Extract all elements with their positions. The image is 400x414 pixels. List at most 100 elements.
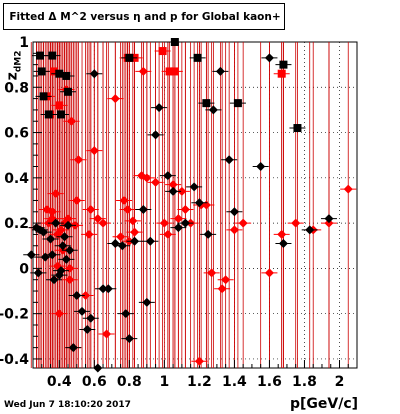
data-point-diamond [84, 229, 94, 239]
y-tick-label: 0.6 [4, 126, 29, 142]
x-tick-label: 1.8 [292, 374, 317, 390]
data-point-diamond [163, 229, 173, 239]
x-tick-label: 1.6 [257, 374, 282, 390]
data-point-diamond [49, 275, 59, 285]
data-point-diamond [229, 225, 239, 235]
y-tick-label: 1 [19, 35, 29, 51]
x-tick-label: 0.6 [82, 374, 107, 390]
data-point-diamond [208, 105, 218, 115]
data-point-square [39, 92, 48, 101]
data-point-square [64, 87, 73, 96]
data-point-diamond [238, 218, 248, 228]
data-point-square [57, 110, 66, 119]
data-point-square [125, 53, 134, 62]
data-point-diamond [180, 218, 190, 228]
data-point-diamond [77, 306, 87, 316]
data-point-square [50, 67, 59, 76]
data-point-square [233, 99, 242, 108]
data-point-diamond [130, 227, 140, 237]
data-point-square [44, 110, 53, 119]
x-tick-label: 0.8 [117, 374, 142, 390]
x-tick-label: 1 [159, 374, 169, 390]
data-point-diamond [154, 103, 164, 113]
data-point-square [170, 38, 179, 46]
data-point-diamond [305, 225, 315, 235]
data-point-diamond [180, 205, 190, 215]
data-point-diamond [168, 186, 178, 196]
data-point-diamond [26, 250, 36, 260]
data-point-diamond [81, 291, 91, 301]
data-point-diamond [119, 195, 129, 205]
data-point-diamond [56, 266, 66, 276]
data-point-square [279, 60, 288, 69]
data-point-diamond [229, 207, 239, 217]
data-point-diamond [194, 356, 204, 366]
x-tick-label: 1.4 [222, 374, 247, 390]
data-point-square [170, 67, 179, 76]
data-point-diamond [89, 146, 99, 156]
data-point-diamond [264, 268, 274, 278]
data-point-diamond [116, 232, 126, 242]
data-point-diamond [82, 325, 92, 335]
data-point-diamond [63, 220, 73, 230]
timestamp: Wed Jun 7 18:10:20 2017 [4, 400, 131, 410]
y-tick-label: 0 [19, 261, 29, 277]
y-tick-label: 0.2 [4, 216, 29, 232]
data-point-square [36, 51, 45, 60]
x-tick-label: 2 [335, 374, 345, 390]
data-point-diamond [173, 214, 183, 224]
data-point-diamond [221, 275, 231, 285]
chart-title: Fitted Δ M^2 versus η and p for Global k… [9, 11, 281, 23]
data-point-square [48, 51, 57, 60]
data-point-diamond [68, 343, 78, 353]
y-tick-label: -0.4 [0, 352, 29, 368]
data-point-square [62, 71, 71, 80]
data-point-diamond [67, 116, 77, 126]
data-point-diamond [117, 241, 127, 251]
data-point-diamond [121, 309, 131, 319]
data-point-diamond [51, 218, 61, 228]
data-point-diamond [142, 173, 152, 183]
data-point-diamond [56, 225, 66, 235]
data-point-diamond [61, 254, 71, 264]
data-point-diamond [128, 216, 138, 226]
data-point-diamond [256, 162, 266, 172]
data-point-diamond [93, 214, 103, 224]
x-tick-label: 1.2 [187, 374, 212, 390]
data-point-diamond [277, 229, 287, 239]
data-point-diamond [47, 207, 57, 217]
data-point-diamond [145, 236, 155, 246]
data-point-diamond [86, 205, 96, 215]
data-point-diamond [217, 284, 227, 294]
data-point-square [37, 67, 46, 76]
data-point-diamond [291, 218, 301, 228]
data-point-diamond [65, 245, 75, 255]
data-point-diamond [189, 182, 199, 192]
x-axis-label: p[GeV/c] [290, 396, 359, 412]
data-point-diamond [203, 229, 213, 239]
data-point-diamond [47, 250, 57, 260]
data-point-square [193, 53, 202, 62]
data-point-square [55, 101, 64, 110]
data-point-diamond [54, 309, 64, 319]
data-point-diamond [177, 186, 187, 196]
data-point-diamond [93, 363, 103, 373]
data-point-diamond [278, 238, 288, 248]
data-point-diamond [98, 218, 108, 228]
data-point-diamond [39, 227, 49, 237]
data-point-diamond [63, 214, 73, 224]
data-point-square [293, 124, 302, 133]
data-point-diamond [215, 66, 225, 76]
data-point-diamond [110, 94, 120, 104]
data-point-diamond [40, 252, 50, 262]
data-point-diamond [159, 218, 169, 228]
y-tick-label: 0.8 [4, 80, 29, 96]
data-point-diamond [65, 275, 75, 285]
data-point-diamond [173, 223, 183, 233]
data-point-diamond [194, 198, 204, 208]
data-point-diamond [103, 284, 113, 294]
data-point-diamond [123, 205, 133, 215]
data-point-diamond [58, 241, 68, 251]
